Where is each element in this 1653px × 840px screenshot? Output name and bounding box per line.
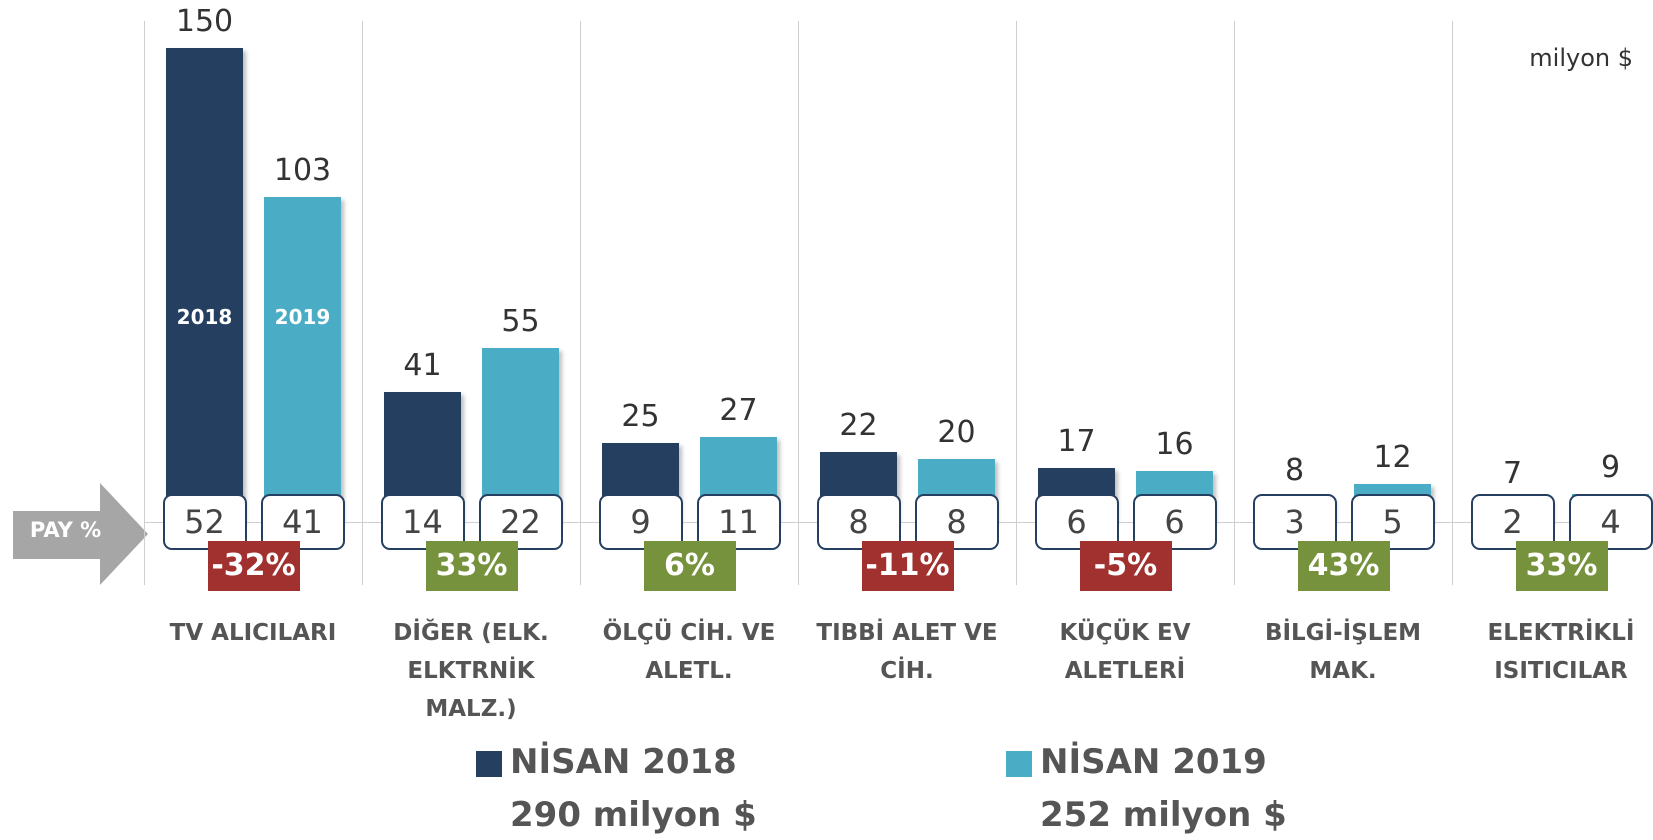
bar-label: 2018 — [176, 305, 233, 329]
change-label: 6% — [643, 541, 736, 591]
share-box: 22 — [478, 494, 563, 550]
legend-total: 290 milyon $ — [510, 795, 757, 835]
change-label: 33% — [425, 541, 518, 591]
value-label: 27 — [719, 392, 758, 428]
bar — [482, 348, 559, 522]
value-label: 9 — [1600, 449, 1621, 485]
value-label: 8 — [1284, 452, 1305, 488]
share-box: 6 — [1034, 494, 1119, 550]
value-label: 17 — [1057, 424, 1096, 460]
change-label: -5% — [1079, 541, 1172, 591]
category-label: BİLGİ-İŞLEM MAK. — [1264, 620, 1422, 684]
value-label: 22 — [839, 408, 878, 444]
share-box: 5 — [1350, 494, 1435, 550]
legend-swatch — [476, 751, 502, 777]
separator — [1016, 21, 1017, 585]
separator — [1234, 21, 1235, 585]
value-label: 20 — [937, 414, 976, 450]
value-label: 12 — [1373, 440, 1412, 476]
separator — [798, 21, 799, 585]
share-label: PAY % — [29, 518, 102, 542]
value-label: 7 — [1502, 455, 1523, 491]
bar-label: 2019 — [274, 305, 331, 329]
legend-label: NİSAN 2019 — [1040, 742, 1267, 782]
change-label: -32% — [207, 541, 300, 591]
separator — [1452, 21, 1453, 585]
category-label: ELEKTRİKLİ ISITICILAR — [1487, 620, 1635, 684]
change-label: 43% — [1297, 541, 1390, 591]
share-box: 11 — [696, 494, 781, 550]
share-box: 4 — [1568, 494, 1653, 550]
value-label: 103 — [273, 152, 332, 188]
share-box: 52 — [162, 494, 247, 550]
share-box: 8 — [914, 494, 999, 550]
legend-label: NİSAN 2018 — [510, 742, 737, 782]
share-box: 8 — [816, 494, 901, 550]
arrow-shape — [13, 483, 148, 585]
share-box: 9 — [598, 494, 683, 550]
value-label: 55 — [501, 304, 540, 340]
category-label: TV ALICILARI — [169, 620, 337, 646]
share-box: 2 — [1470, 494, 1555, 550]
value-label: 25 — [621, 399, 660, 434]
unit-label: milyon $ — [1529, 44, 1633, 72]
share-box: 14 — [380, 494, 465, 550]
value-label: 150 — [175, 4, 234, 39]
separator — [144, 21, 145, 585]
bar — [166, 48, 243, 522]
category-label: KÜÇÜK EV ALETLERİ — [1059, 620, 1191, 684]
separator — [362, 21, 363, 585]
category-label: TIBBİ ALET VE CİH. — [816, 620, 998, 684]
legend-swatch — [1006, 751, 1032, 777]
share-box: 6 — [1132, 494, 1217, 550]
value-label: 16 — [1155, 427, 1194, 463]
bar — [264, 196, 341, 522]
category-label: DİĞER (ELK. ELKTRNİK MALZ.) — [393, 620, 549, 722]
category-label: ÖLÇÜ CİH. VE ALETL. — [602, 620, 776, 684]
legend-total: 252 milyon $ — [1040, 795, 1287, 835]
separator — [580, 21, 581, 585]
share-box: 41 — [260, 494, 345, 550]
share-arrow — [13, 483, 148, 585]
change-label: 33% — [1515, 541, 1608, 591]
value-label: 41 — [403, 348, 442, 384]
share-box: 3 — [1252, 494, 1337, 550]
change-label: -11% — [861, 541, 954, 591]
